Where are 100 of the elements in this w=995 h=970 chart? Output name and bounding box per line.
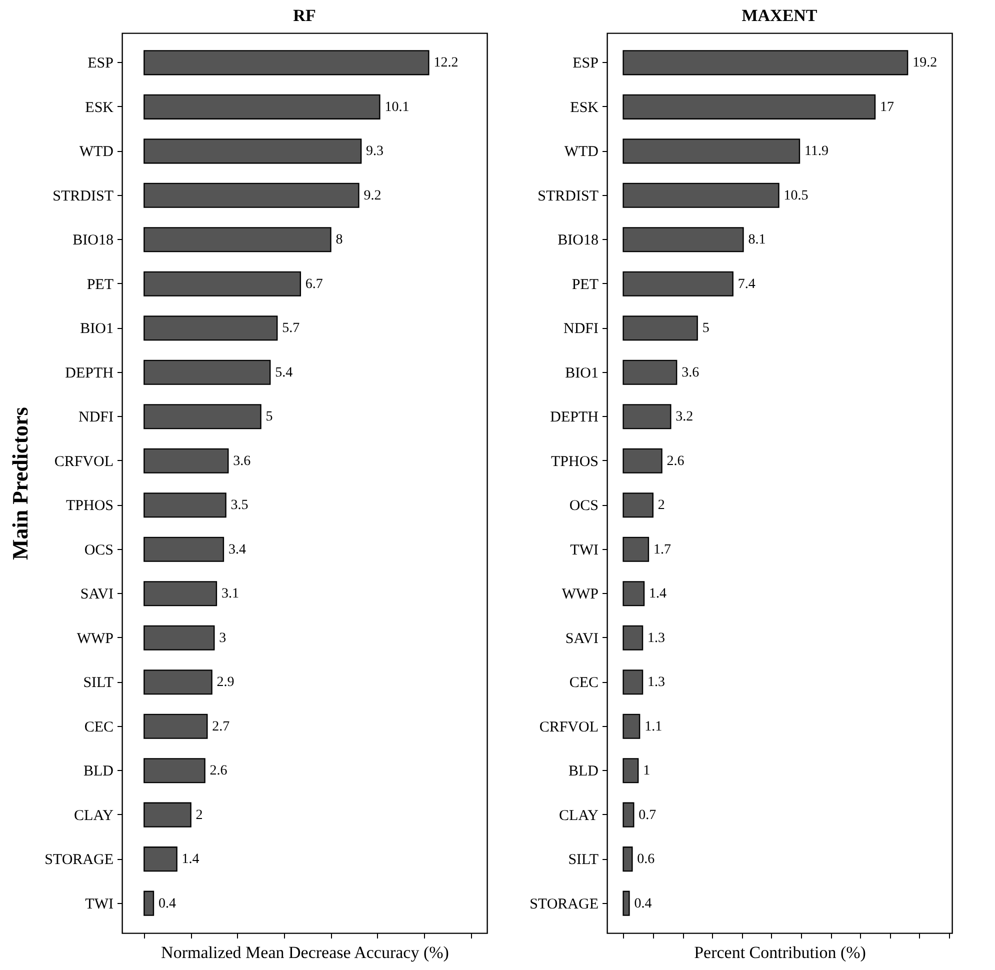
- y-tick-label: ESP: [88, 56, 114, 72]
- bar: [144, 670, 212, 695]
- data-label: 10.5: [784, 188, 808, 204]
- chart-title: RF: [293, 6, 316, 25]
- data-label: 2: [196, 808, 203, 823]
- bar: [144, 138, 362, 164]
- data-label: 2.7: [212, 719, 230, 734]
- data-label: 1.7: [653, 542, 671, 558]
- bar: [622, 802, 634, 828]
- y-tick-label: NDFI: [78, 410, 114, 426]
- bar: [622, 625, 644, 650]
- bar: [144, 581, 218, 606]
- data-label: 1.4: [182, 852, 200, 868]
- data-label: 1.3: [648, 675, 666, 690]
- y-tick-label: NDFI: [563, 321, 598, 338]
- y-tick-label: DEPTH: [550, 410, 599, 426]
- bar: [144, 714, 208, 739]
- y-tick-label: BIO1: [80, 321, 114, 338]
- y-tick-label: DEPTH: [65, 365, 114, 382]
- y-tick-label: WTD: [79, 144, 114, 160]
- data-label: 19.2: [912, 56, 938, 71]
- bar: [622, 138, 800, 164]
- y-tick-label: WWP: [76, 630, 114, 647]
- data-label: 7.4: [738, 276, 756, 292]
- y-tick-label: OCS: [84, 542, 114, 558]
- y-tick-label: CEC: [569, 675, 598, 692]
- data-label: 1: [643, 764, 650, 779]
- bar: [144, 94, 380, 120]
- bar: [622, 536, 650, 562]
- bar: [622, 492, 654, 518]
- y-tick-label: BIO18: [558, 232, 598, 249]
- y-tick-label: TPHOS: [550, 454, 598, 470]
- y-tick-label: ESP: [572, 56, 598, 72]
- data-label: 0.4: [158, 896, 176, 912]
- bar: [622, 50, 908, 76]
- data-label: 6.7: [305, 276, 323, 292]
- bar: [144, 802, 192, 828]
- y-tick-label: TWI: [85, 896, 114, 912]
- data-label: 12.2: [434, 56, 458, 71]
- bar: [144, 50, 430, 76]
- bar: [622, 316, 698, 341]
- y-tick-label: STRDIST: [538, 188, 598, 204]
- bar: [622, 758, 639, 784]
- data-label: 3.2: [676, 410, 694, 425]
- y-tick-label: STRDIST: [52, 188, 114, 204]
- y-tick-label: SILT: [83, 675, 114, 692]
- chart-title: MAXENT: [742, 6, 818, 25]
- y-tick-label: SILT: [568, 852, 598, 868]
- bar: [144, 492, 226, 518]
- y-tick-label: CLAY: [74, 808, 114, 824]
- data-label: 3.6: [233, 454, 251, 469]
- data-label: 5.7: [282, 321, 300, 336]
- data-label: 2: [658, 498, 665, 514]
- bar: [144, 404, 262, 430]
- data-label: 0.4: [634, 896, 652, 912]
- data-label: 1.1: [644, 719, 662, 734]
- bar: [622, 670, 644, 695]
- y-tick-label: STORAGE: [530, 896, 598, 912]
- bar: [622, 182, 780, 208]
- bar: [622, 448, 662, 474]
- y-tick-label: BLD: [84, 764, 114, 780]
- data-label: 1.3: [648, 630, 666, 646]
- y-tick-label: CRFVOL: [54, 454, 114, 470]
- bar: [144, 890, 154, 916]
- data-label: 3.6: [682, 365, 700, 380]
- data-label: 9.2: [364, 188, 382, 204]
- bar: [622, 271, 734, 296]
- y-tick-label: TWI: [570, 542, 598, 558]
- data-label: 9.3: [366, 144, 384, 160]
- bar: [144, 271, 302, 296]
- bar: [622, 94, 876, 120]
- bar: [622, 581, 645, 606]
- bar: [622, 360, 678, 385]
- data-label: 1.4: [649, 586, 667, 602]
- data-label: 2.9: [216, 675, 234, 690]
- y-tick-label: WTD: [564, 144, 599, 160]
- y-tick-label: BIO18: [72, 232, 114, 249]
- x-axis-title: Percent Contribution (%): [694, 943, 866, 962]
- y-tick-label: PET: [86, 276, 114, 293]
- data-label: 3.1: [221, 586, 239, 602]
- y-tick-label: CRFVOL: [539, 719, 598, 736]
- data-label: 3.4: [228, 542, 246, 558]
- bar: [144, 758, 206, 784]
- data-label: 11.9: [804, 144, 828, 160]
- y-tick-label: OCS: [569, 498, 598, 514]
- bar: [144, 227, 332, 252]
- y-tick-label: BIO1: [565, 365, 598, 382]
- data-label: 3: [219, 630, 226, 646]
- data-label: 17: [880, 100, 894, 115]
- data-label: 5: [266, 410, 273, 425]
- bar: [622, 714, 640, 739]
- data-label: 2.6: [666, 454, 684, 469]
- bar: [622, 227, 744, 252]
- data-label: 2.6: [210, 764, 228, 779]
- bar: [622, 846, 633, 872]
- y-axis-title: Main Predictors: [8, 406, 33, 560]
- bar: [144, 360, 271, 385]
- data-label: 8.1: [748, 232, 766, 248]
- data-label: 8: [336, 232, 343, 248]
- y-tick-label: TPHOS: [66, 498, 114, 514]
